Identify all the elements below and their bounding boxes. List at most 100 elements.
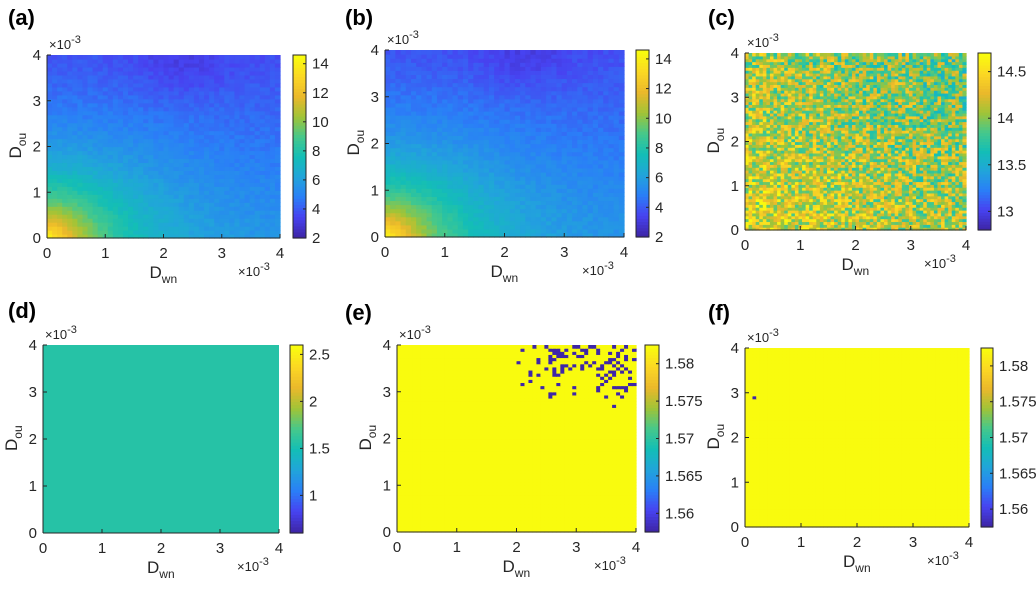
heatmap-cell (546, 74, 552, 79)
heatmap-cell (229, 75, 235, 80)
heatmap-cell (169, 75, 175, 80)
heatmap-cell (598, 87, 604, 92)
heatmap-cell (239, 186, 245, 191)
heatmap-cell (62, 210, 68, 215)
heatmap-cell (411, 213, 417, 218)
heatmap-cell (401, 164, 407, 169)
heatmap-cell (536, 107, 542, 112)
heatmap-cell (406, 107, 412, 112)
heatmap-cell (194, 83, 200, 88)
heatmap-cell (479, 172, 485, 177)
heatmap-cell (219, 103, 225, 108)
heatmap-cell (199, 79, 205, 84)
heatmap-cell (52, 123, 58, 128)
heatmap-cell (536, 164, 542, 169)
heatmap-cell (458, 83, 464, 88)
heatmap-cell (52, 91, 58, 96)
heatmap-cell (234, 174, 240, 179)
heatmap-cell (401, 50, 407, 55)
heatmap-cell (209, 174, 215, 179)
heatmap-cell (123, 135, 129, 140)
heatmap-cell (113, 95, 119, 100)
heatmap-cell (395, 99, 401, 104)
heatmap-cell (484, 144, 490, 149)
heatmap-cell (88, 55, 94, 60)
y-tick-label: 4 (371, 42, 379, 59)
heatmap-cell (520, 91, 526, 96)
heatmap-cell (239, 55, 245, 60)
heatmap-cell (148, 174, 154, 179)
heatmap-cell (103, 230, 109, 235)
heatmap-cell (442, 87, 448, 92)
heatmap-cell (432, 172, 438, 177)
heatmap-cell (62, 150, 68, 155)
heatmap-cell (556, 119, 562, 124)
heatmap-cell (229, 166, 235, 171)
heatmap-cell (437, 91, 443, 96)
heatmap-cell (416, 127, 422, 132)
heatmap-cell (199, 87, 205, 92)
heatmap-cell (546, 188, 552, 193)
heatmap-cell (572, 78, 578, 83)
heatmap-cell (551, 91, 557, 96)
heatmap-cell (598, 78, 604, 83)
heatmap-cell (239, 83, 245, 88)
heatmap-cell (572, 50, 578, 55)
heatmap-cell (67, 55, 73, 60)
heatmap-cell (179, 182, 185, 187)
heatmap-cell (52, 174, 58, 179)
heatmap-cell (113, 198, 119, 203)
heatmap-cell (536, 196, 542, 201)
heatmap-cell (582, 78, 588, 83)
heatmap-cell (82, 166, 88, 171)
heatmap-cell (510, 184, 516, 189)
heatmap-cell (209, 143, 215, 148)
heatmap-cell (209, 206, 215, 211)
heatmap-cell (577, 148, 583, 153)
heatmap-cell (57, 95, 63, 100)
heatmap-cell (432, 164, 438, 169)
heatmap-cell (541, 209, 547, 214)
heatmap-cell (250, 206, 256, 211)
heatmap-cell (395, 192, 401, 197)
heatmap-cell (194, 59, 200, 64)
heatmap-cell (194, 222, 200, 227)
heatmap-cell (153, 166, 159, 171)
heatmap-cell (395, 148, 401, 153)
heatmap-cell (427, 152, 433, 157)
heatmap-cell (128, 131, 134, 136)
heatmap-cell (72, 154, 78, 159)
heatmap-cell (582, 144, 588, 149)
heatmap-cell (255, 206, 261, 211)
heatmap-cell (525, 74, 531, 79)
heatmap-cell (265, 154, 271, 159)
heatmap-cell (556, 184, 562, 189)
heatmap-cell (541, 176, 547, 181)
heatmap-cell (72, 63, 78, 68)
heatmap-cell (174, 111, 180, 116)
heatmap-cell (239, 99, 245, 104)
heatmap-cell (265, 75, 271, 80)
heatmap-cell (546, 131, 552, 136)
heatmap-cell (411, 103, 417, 108)
heatmap-cell (118, 83, 124, 88)
heatmap-cell (499, 54, 505, 59)
heatmap-cell (525, 111, 531, 116)
heatmap-cell (143, 91, 149, 96)
heatmap-cell (510, 50, 516, 55)
heatmap-cell (593, 127, 599, 132)
heatmap-cell (468, 74, 474, 79)
heatmap-cell (546, 176, 552, 181)
heatmap-cell (214, 226, 220, 231)
heatmap-cell (47, 147, 53, 152)
heatmap-cell (128, 150, 134, 155)
heatmap-cell (255, 226, 261, 231)
heatmap-cell (479, 184, 485, 189)
heatmap-cell (494, 91, 500, 96)
heatmap-cell (128, 178, 134, 183)
heatmap-cell (234, 111, 240, 116)
heatmap-cell (432, 95, 438, 100)
heatmap-cell (603, 70, 609, 75)
heatmap-cell (411, 91, 417, 96)
heatmap-cell (479, 196, 485, 201)
